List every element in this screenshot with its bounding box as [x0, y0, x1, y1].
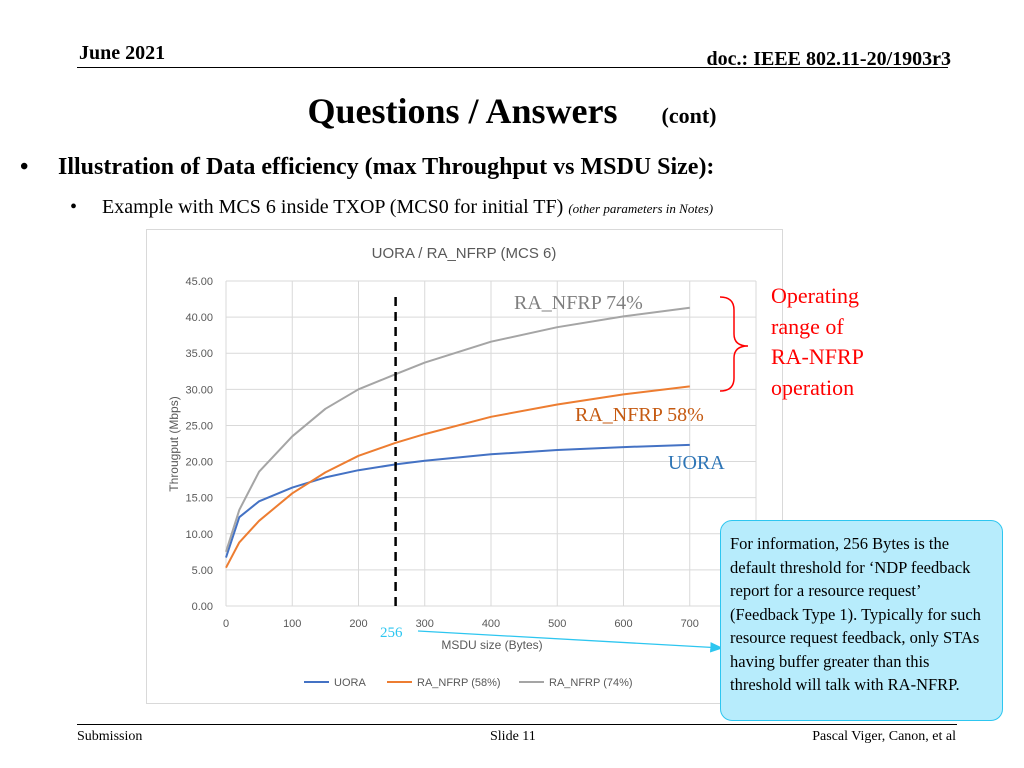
series-line-ra-nfrp-74: [225, 306, 690, 553]
title-main: Questions / Answers: [307, 91, 618, 131]
info-box: For information, 256 Bytes is the defaul…: [720, 520, 1003, 721]
operating-range-bracket: [719, 296, 749, 392]
chart-frame: [146, 229, 783, 704]
legend-label: UORA: [334, 677, 366, 689]
x-tick-label: 300: [416, 618, 434, 630]
y-tick-label: 5.00: [192, 565, 213, 577]
annotation-ra-nfrp-74: RA_NFRP 74%: [514, 292, 643, 314]
bullet-level2: • Example with MCS 6 inside TXOP (MCS0 fo…: [70, 196, 713, 219]
header-date: June 2021: [79, 42, 166, 64]
series-line-uora: [225, 443, 690, 558]
annotation-threshold-256: 256: [380, 625, 403, 641]
y-axis-label: Througput (Mbps): [167, 396, 181, 491]
legend-label: RA_NFRP (74%): [549, 677, 633, 689]
x-tick-label: 200: [349, 618, 367, 630]
bullet-dot: •: [70, 196, 78, 218]
footer-rule: [77, 724, 957, 725]
y-tick-label: 30.00: [185, 384, 213, 396]
callout-line: Operating: [771, 283, 859, 308]
y-tick-label: 45.00: [185, 276, 213, 288]
x-tick-label: 700: [681, 618, 699, 630]
annotation-ra-nfrp-58: RA_NFRP 58%: [575, 404, 704, 426]
footer-authors: Pascal Viger, Canon, et al: [812, 729, 956, 744]
bullet-dot: •: [20, 154, 29, 180]
footer-submission: Submission: [77, 729, 143, 744]
y-tick-label: 10.00: [185, 529, 213, 541]
bullet-level1: • Illustration of Data efficiency (max Th…: [20, 154, 714, 181]
y-tick-label: 40.00: [185, 312, 213, 324]
x-tick-label: 0: [223, 618, 229, 630]
x-axis-label: MSDU size (Bytes): [441, 638, 542, 652]
x-tick-label: 100: [283, 618, 301, 630]
y-tick-label: 0.00: [192, 601, 213, 613]
x-tick-label: 400: [482, 618, 500, 630]
callout-line: RA-NFRP: [771, 344, 864, 369]
footer-slide-number: Slide 11: [490, 729, 536, 744]
legend-label: RA_NFRP (58%): [417, 677, 501, 689]
header-doc-id: doc.: IEEE 802.11-20/1903r3: [706, 48, 951, 70]
threshold-arrow: [417, 630, 724, 653]
title-sub: (cont): [661, 103, 717, 128]
chart-title: UORA / RA_NFRP (MCS 6): [372, 245, 557, 262]
x-tick-label: 600: [614, 618, 632, 630]
y-tick-label: 15.00: [185, 493, 213, 505]
annotation-uora: UORA: [668, 452, 725, 474]
y-tick-label: 25.00: [185, 420, 213, 432]
y-tick-label: 20.00: [185, 457, 213, 469]
callout-line: operation: [771, 374, 855, 400]
header-rule: [77, 67, 948, 68]
bullet-level1-text: Illustration of Data efficiency (max Thr…: [58, 154, 715, 180]
series-line-ra-nfrp-58: [225, 385, 690, 569]
x-tick-label: 500: [548, 618, 566, 630]
operating-range-callout: Operating range of RA-NFRP operation: [771, 281, 864, 403]
slide-title: Questions / Answers (cont): [0, 90, 1024, 132]
callout-line: range of: [771, 313, 844, 339]
bullet-level2-text: Example with MCS 6 inside TXOP (MCS0 for…: [102, 196, 564, 218]
bullet-level2-note: (other parameters in Notes): [568, 201, 714, 216]
y-tick-label: 35.00: [185, 348, 213, 360]
